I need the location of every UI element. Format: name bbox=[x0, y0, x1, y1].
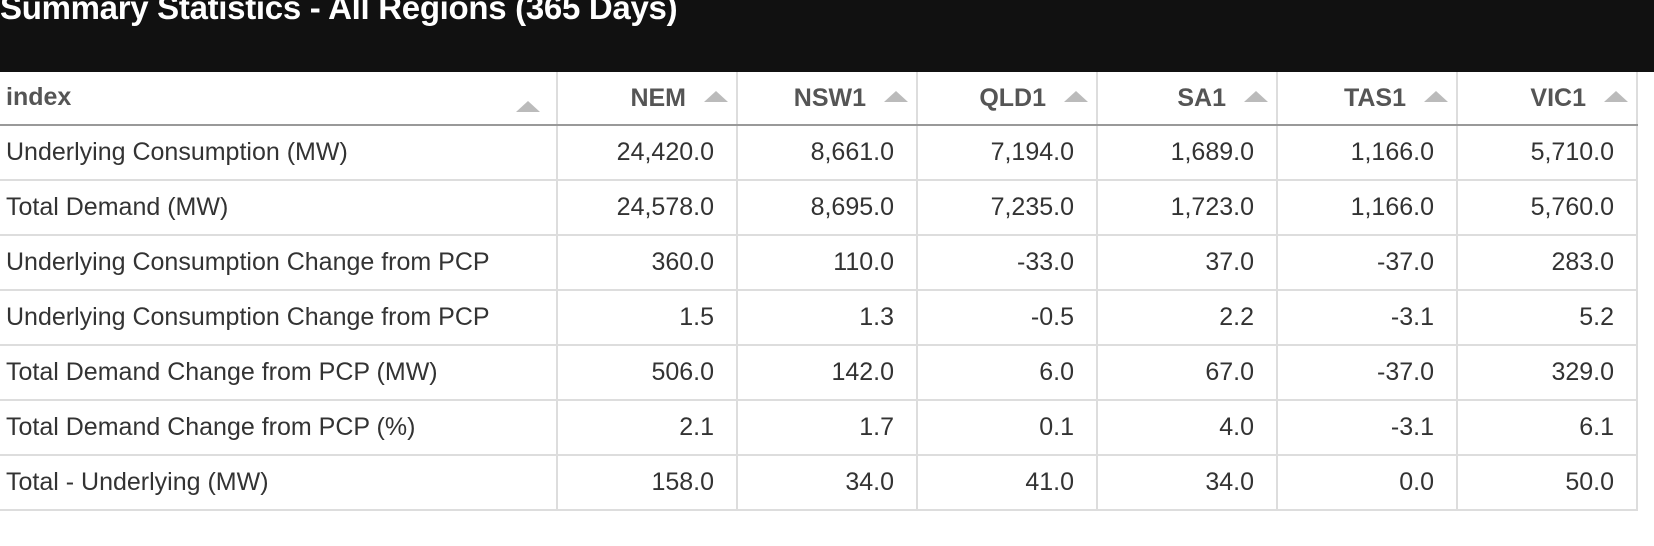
sort-ascending-icon[interactable] bbox=[1244, 91, 1268, 103]
column-label: index bbox=[6, 82, 72, 111]
cell-qld1: 7,194.0 bbox=[917, 125, 1098, 181]
row-label: Total Demand Change from PCP (MW) bbox=[0, 345, 558, 401]
column-label: NSW1 bbox=[793, 83, 866, 112]
sort-ascending-icon[interactable] bbox=[704, 91, 728, 103]
cell-qld1: 6.0 bbox=[917, 345, 1098, 401]
cell-tas1: -3.1 bbox=[1277, 290, 1458, 346]
column-label: VIC1 bbox=[1530, 83, 1586, 112]
column-header-qld1[interactable]: QLD1 bbox=[917, 72, 1098, 126]
cell-sa1: 67.0 bbox=[1097, 345, 1278, 401]
table-row: Underlying Consumption Change from PCP 36… bbox=[0, 235, 1638, 291]
cell-nsw1: 1.7 bbox=[737, 400, 918, 456]
cell-vic1: 50.0 bbox=[1457, 455, 1638, 511]
cell-nsw1: 1.3 bbox=[737, 290, 918, 346]
cell-nsw1: 110.0 bbox=[737, 235, 918, 291]
cell-nem: 360.0 bbox=[557, 235, 738, 291]
cell-tas1: 1,166.0 bbox=[1277, 180, 1458, 236]
cell-vic1: 6.1 bbox=[1457, 400, 1638, 456]
cell-nsw1: 8,695.0 bbox=[737, 180, 918, 236]
sort-ascending-icon[interactable] bbox=[884, 91, 908, 103]
column-label: SA1 bbox=[1177, 83, 1226, 112]
sort-ascending-icon[interactable] bbox=[1604, 91, 1628, 103]
cell-sa1: 1,689.0 bbox=[1097, 125, 1278, 181]
cell-nem: 2.1 bbox=[557, 400, 738, 456]
cell-qld1: 41.0 bbox=[917, 455, 1098, 511]
column-header-tas1[interactable]: TAS1 bbox=[1277, 72, 1458, 126]
table-row: Underlying Consumption (MW) 24,420.0 8,661… bbox=[0, 125, 1638, 181]
table-row: Underlying Consumption Change from PCP 1.… bbox=[0, 290, 1638, 346]
sort-ascending-icon[interactable] bbox=[1424, 91, 1448, 103]
column-header-nem[interactable]: NEM bbox=[557, 72, 738, 126]
row-label: Total Demand Change from PCP (%) bbox=[0, 400, 558, 456]
cell-nem: 24,578.0 bbox=[557, 180, 738, 236]
column-header-nsw1[interactable]: NSW1 bbox=[737, 72, 918, 126]
cell-nem: 24,420.0 bbox=[557, 125, 738, 181]
sort-ascending-icon[interactable] bbox=[1064, 91, 1088, 103]
row-label: Underlying Consumption Change from PCP bbox=[0, 235, 558, 291]
table-row: Total Demand (MW) 24,578.0 8,695.0 7,235.0 1… bbox=[0, 180, 1638, 236]
row-label: Total Demand (MW) bbox=[0, 180, 558, 236]
cell-sa1: 34.0 bbox=[1097, 455, 1278, 511]
cell-tas1: 1,166.0 bbox=[1277, 125, 1458, 181]
cell-sa1: 4.0 bbox=[1097, 400, 1278, 456]
title-bar: Summary Statistics - All Regions (365 Da… bbox=[0, 0, 1654, 72]
page-title: Summary Statistics - All Regions (365 Da… bbox=[0, 0, 678, 26]
column-header-sa1[interactable]: SA1 bbox=[1097, 72, 1278, 126]
cell-vic1: 329.0 bbox=[1457, 345, 1638, 401]
cell-qld1: 7,235.0 bbox=[917, 180, 1098, 236]
cell-qld1: 0.1 bbox=[917, 400, 1098, 456]
cell-vic1: 5,760.0 bbox=[1457, 180, 1638, 236]
cell-nsw1: 142.0 bbox=[737, 345, 918, 401]
cell-nsw1: 34.0 bbox=[737, 455, 918, 511]
cell-tas1: -37.0 bbox=[1277, 235, 1458, 291]
cell-nsw1: 8,661.0 bbox=[737, 125, 918, 181]
cell-qld1: -33.0 bbox=[917, 235, 1098, 291]
row-label: Total - Underlying (MW) bbox=[0, 455, 558, 511]
table-row: Total - Underlying (MW) 158.0 34.0 41.0 34.0… bbox=[0, 455, 1638, 511]
header-row: index NEM NSW1 QLD1 SA1 TAS1 VIC1 bbox=[0, 72, 1638, 126]
column-label: TAS1 bbox=[1343, 83, 1406, 112]
cell-tas1: 0.0 bbox=[1277, 455, 1458, 511]
cell-nem: 158.0 bbox=[557, 455, 738, 511]
cell-vic1: 283.0 bbox=[1457, 235, 1638, 291]
column-header-index[interactable]: index bbox=[0, 72, 558, 126]
column-label: NEM bbox=[630, 83, 686, 112]
cell-sa1: 37.0 bbox=[1097, 235, 1278, 291]
cell-nem: 506.0 bbox=[557, 345, 738, 401]
cell-vic1: 5,710.0 bbox=[1457, 125, 1638, 181]
cell-nem: 1.5 bbox=[557, 290, 738, 346]
cell-vic1: 5.2 bbox=[1457, 290, 1638, 346]
cell-sa1: 2.2 bbox=[1097, 290, 1278, 346]
column-label: QLD1 bbox=[979, 83, 1046, 112]
cell-tas1: -37.0 bbox=[1277, 345, 1458, 401]
sort-ascending-icon[interactable] bbox=[516, 100, 540, 112]
row-label: Underlying Consumption (MW) bbox=[0, 125, 558, 181]
table-row: Total Demand Change from PCP (MW) 506.0 14… bbox=[0, 345, 1638, 401]
cell-sa1: 1,723.0 bbox=[1097, 180, 1278, 236]
row-label: Underlying Consumption Change from PCP bbox=[0, 290, 558, 346]
summary-table: index NEM NSW1 QLD1 SA1 TAS1 VIC1 Underlying C… bbox=[0, 72, 1638, 511]
cell-qld1: -0.5 bbox=[917, 290, 1098, 346]
table-row: Total Demand Change from PCP (%) 2.1 1.7 0.… bbox=[0, 400, 1638, 456]
column-header-vic1[interactable]: VIC1 bbox=[1457, 72, 1638, 126]
cell-tas1: -3.1 bbox=[1277, 400, 1458, 456]
